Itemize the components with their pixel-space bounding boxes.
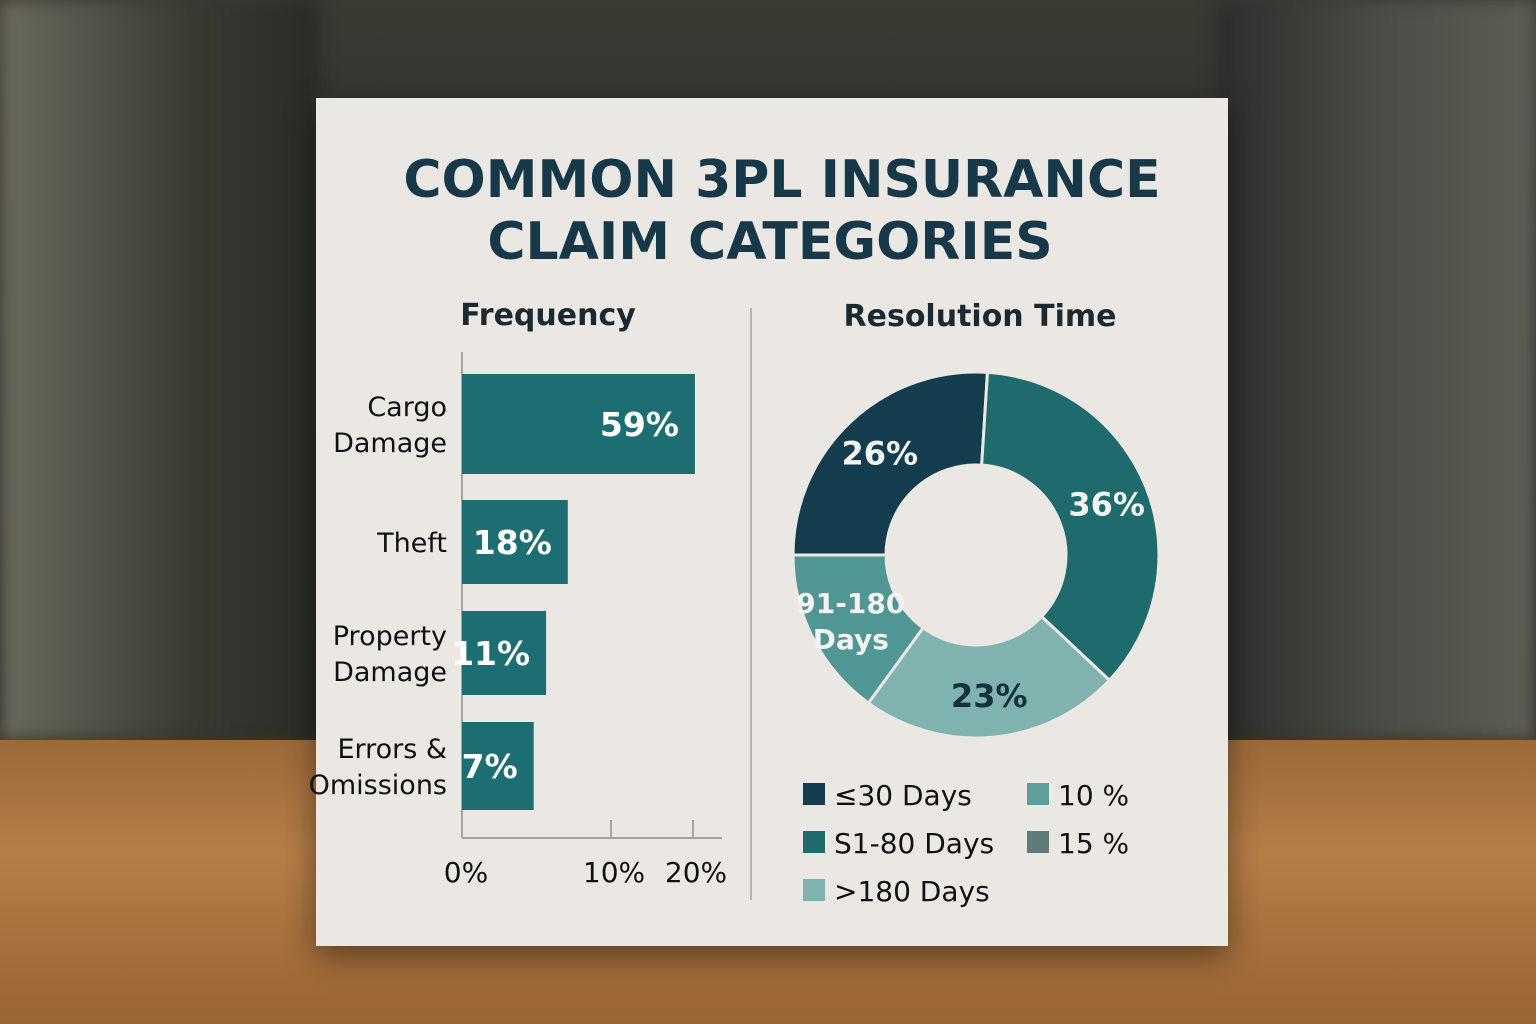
donut-slice-label: 26% <box>842 435 919 473</box>
category-label: Damage <box>333 657 447 688</box>
background-shelf-right <box>1216 0 1536 740</box>
donut-slice-label: 23% <box>951 677 1028 715</box>
donut-slice <box>980 370 1161 683</box>
legend-swatch <box>803 879 825 901</box>
donut-chart-title: Resolution Time <box>844 299 1117 334</box>
bar-value-label: 59% <box>600 405 679 444</box>
category-label: Errors & <box>337 734 447 765</box>
background-shelf-left <box>0 0 320 740</box>
bar-chart-title: Frequency <box>460 298 636 333</box>
legend-swatch <box>803 831 825 853</box>
bar <box>462 374 695 474</box>
title-line-2: CLAIM CATEGORIES <box>487 212 1052 272</box>
category-label: Property <box>333 621 447 652</box>
title-line-1: COMMON 3PL INSURANCE <box>403 150 1160 210</box>
bar-value-label: 11% <box>451 634 530 673</box>
donut-slice <box>791 553 926 706</box>
legend-label: 10 % <box>1058 779 1129 812</box>
x-tick-label: 0% <box>444 856 488 889</box>
category-label: Theft <box>376 528 447 559</box>
legend-label: S1-80 Days <box>834 827 994 860</box>
legend-swatch <box>803 783 825 805</box>
legend-swatch <box>1027 831 1049 853</box>
bar-value-label: 18% <box>473 523 552 562</box>
donut-slice-label: 91-180 <box>796 587 905 620</box>
x-tick-label: 20% <box>665 856 727 889</box>
x-tick-label: 10% <box>583 856 645 889</box>
bar <box>462 611 547 695</box>
legend-label: 15 % <box>1058 827 1129 860</box>
donut-slice <box>791 370 990 557</box>
legend-label: >180 Days <box>834 875 990 908</box>
bar-value-label: 7% <box>462 747 518 786</box>
donut-slice <box>866 614 1112 740</box>
bar <box>462 500 568 584</box>
donut-slice-label: Days <box>813 623 889 656</box>
category-label: Cargo <box>367 392 447 423</box>
legend-label: ≤30 Days <box>834 779 972 812</box>
bar <box>462 722 534 810</box>
legend-swatch <box>1027 783 1049 805</box>
category-label: Damage <box>333 428 447 459</box>
donut-slice-label: 36% <box>1068 485 1145 523</box>
category-label: Omissions <box>309 770 447 801</box>
